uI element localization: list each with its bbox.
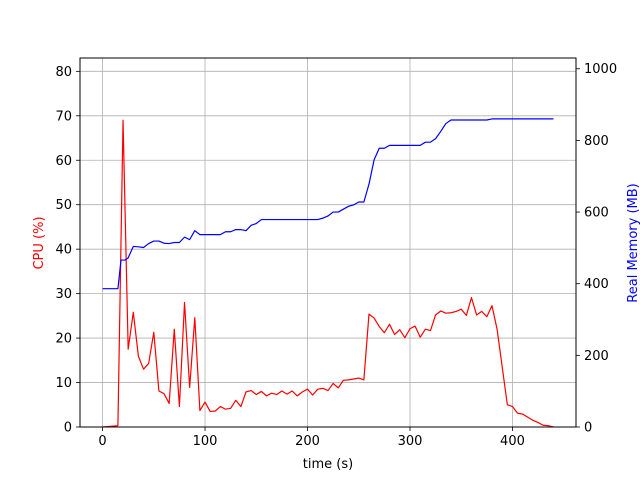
grid-lines <box>80 58 576 428</box>
memory-series-line <box>102 118 554 290</box>
axis-ticks: 0 100 200 300 400010203040506070800200400600… <box>55 62 617 449</box>
x-axis-label: time (s) <box>303 457 353 472</box>
y-left-tick-label: 40 <box>55 243 72 258</box>
x-tick-label: 0 <box>98 434 106 449</box>
plot-area-frame <box>79 57 577 428</box>
y-left-tick-label: 80 <box>55 65 72 80</box>
y-left-tick-label: 70 <box>55 109 72 124</box>
y-right-tick-label: 800 <box>584 134 609 149</box>
x-tick-label: 100 <box>193 434 218 449</box>
y-right-tick-label: 400 <box>584 277 609 292</box>
y-right-tick-label: 200 <box>584 349 609 364</box>
x-tick-label: 200 <box>295 434 320 449</box>
x-tick-label: 300 <box>398 434 423 449</box>
y-left-tick-label: 10 <box>55 376 72 391</box>
cpu-series-line <box>102 119 554 428</box>
y-left-tick-label: 0 <box>64 421 72 436</box>
y-axis-label-right: Real Memory (MB) <box>626 183 640 302</box>
y-right-tick-label: 600 <box>584 206 609 221</box>
series-lines <box>102 118 554 428</box>
axes-frame <box>79 57 577 428</box>
y-axis-label-left: CPU (%) <box>32 216 47 269</box>
y-left-tick-label: 20 <box>55 332 72 347</box>
y-left-tick-label: 50 <box>55 198 72 213</box>
y-right-tick-label: 0 <box>584 421 592 436</box>
y-left-tick-label: 60 <box>55 154 72 169</box>
y-right-tick-label: 1000 <box>584 62 617 77</box>
y-left-tick-label: 30 <box>55 287 72 302</box>
x-tick-label: 400 <box>500 434 525 449</box>
